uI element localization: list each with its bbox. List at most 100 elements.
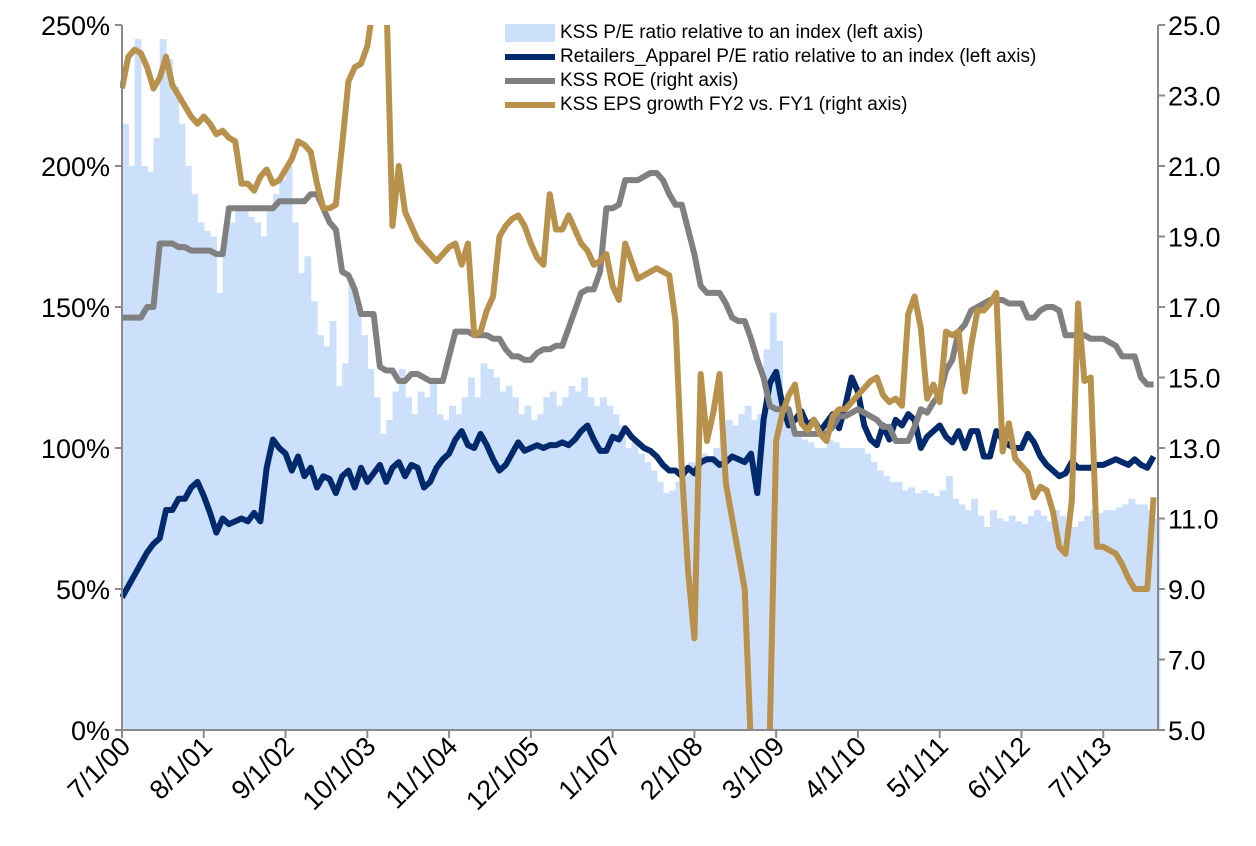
bar	[1115, 507, 1123, 730]
bar	[1046, 521, 1054, 730]
bar	[122, 123, 129, 730]
bar	[543, 397, 551, 730]
bar	[449, 405, 456, 730]
y2-tick-label: 11.0	[1168, 505, 1219, 535]
bar	[203, 230, 211, 731]
bar	[310, 301, 318, 730]
bar	[235, 208, 243, 731]
bar	[354, 307, 362, 730]
bar	[920, 490, 928, 730]
bars-layer	[122, 39, 1161, 731]
bar	[864, 453, 872, 730]
lines-layer	[120, 25, 1157, 730]
y-tick-label: 200%	[41, 152, 110, 182]
bar	[776, 340, 784, 730]
bar	[706, 462, 714, 730]
y-tick-label: 0%	[71, 716, 110, 746]
bar	[1002, 521, 1010, 730]
bar	[958, 504, 966, 730]
y2-tick-label: 13.0	[1168, 434, 1221, 464]
bar	[1090, 510, 1098, 730]
bar	[618, 425, 626, 730]
bar	[581, 377, 589, 730]
bar	[851, 448, 859, 730]
bar	[1134, 504, 1142, 730]
bar	[1059, 515, 1067, 730]
bar	[455, 414, 463, 730]
bar	[298, 273, 306, 730]
y-tick-label: 150%	[41, 293, 110, 323]
bar	[990, 510, 997, 730]
bar	[952, 498, 960, 730]
bar	[675, 481, 683, 730]
bar	[927, 493, 935, 730]
y2-tick-label: 19.0	[1168, 223, 1221, 253]
bar	[398, 369, 406, 730]
bar	[713, 448, 721, 730]
bar	[625, 448, 633, 730]
bar	[732, 425, 740, 730]
bar	[210, 236, 217, 730]
bar	[914, 493, 922, 730]
bar	[631, 442, 639, 730]
bar	[562, 397, 570, 730]
bar	[379, 433, 387, 730]
bar	[254, 222, 261, 730]
bar	[530, 419, 538, 730]
bar	[939, 490, 947, 730]
bar	[247, 216, 255, 730]
bar	[505, 385, 513, 730]
bar	[436, 414, 444, 730]
bar	[971, 498, 979, 730]
bar	[983, 526, 991, 730]
series-line	[120, 368, 1157, 599]
bar	[650, 470, 658, 730]
bar	[681, 476, 689, 730]
bar	[801, 439, 809, 730]
bar	[1015, 521, 1023, 730]
bar	[587, 397, 595, 730]
x-tick-label: 1/1/07	[553, 731, 627, 805]
bar	[832, 442, 840, 730]
bar	[222, 236, 230, 730]
bar	[342, 363, 350, 730]
bar	[367, 369, 375, 730]
bar	[744, 405, 752, 730]
bar	[184, 166, 192, 730]
x-tick-label: 3/1/09	[716, 731, 790, 805]
bar	[857, 448, 865, 730]
bar	[820, 448, 828, 730]
bar	[612, 414, 620, 730]
bar	[839, 448, 846, 730]
bar	[386, 419, 394, 730]
legend-label: KSS P/E ratio relative to an index (left…	[560, 22, 923, 43]
bar	[499, 391, 507, 730]
x-tick-label: 4/1/10	[798, 731, 872, 805]
bar	[719, 433, 727, 730]
bar	[128, 166, 136, 730]
legend-label: KSS EPS growth FY2 vs. FY1 (right axis)	[560, 94, 907, 115]
bar	[197, 222, 205, 730]
y2-tick-label: 21.0	[1168, 152, 1221, 182]
series-line	[120, 25, 1157, 730]
bar	[461, 397, 469, 730]
bar	[216, 292, 224, 730]
bar	[323, 346, 331, 730]
x-tick-label: 8/1/01	[144, 731, 218, 805]
bar	[329, 321, 337, 730]
bar	[147, 171, 155, 730]
bar	[826, 439, 834, 730]
y-tick-label: 50%	[56, 575, 110, 605]
bar	[977, 515, 985, 730]
bar	[166, 58, 173, 730]
bar	[556, 405, 563, 730]
legend-label: KSS ROE (right axis)	[560, 70, 738, 91]
y-tick-label: 100%	[41, 434, 110, 464]
bar	[889, 481, 897, 730]
bar	[493, 377, 500, 730]
bar	[656, 481, 664, 730]
bar	[272, 194, 280, 730]
bar	[751, 419, 758, 730]
bar	[524, 405, 532, 730]
